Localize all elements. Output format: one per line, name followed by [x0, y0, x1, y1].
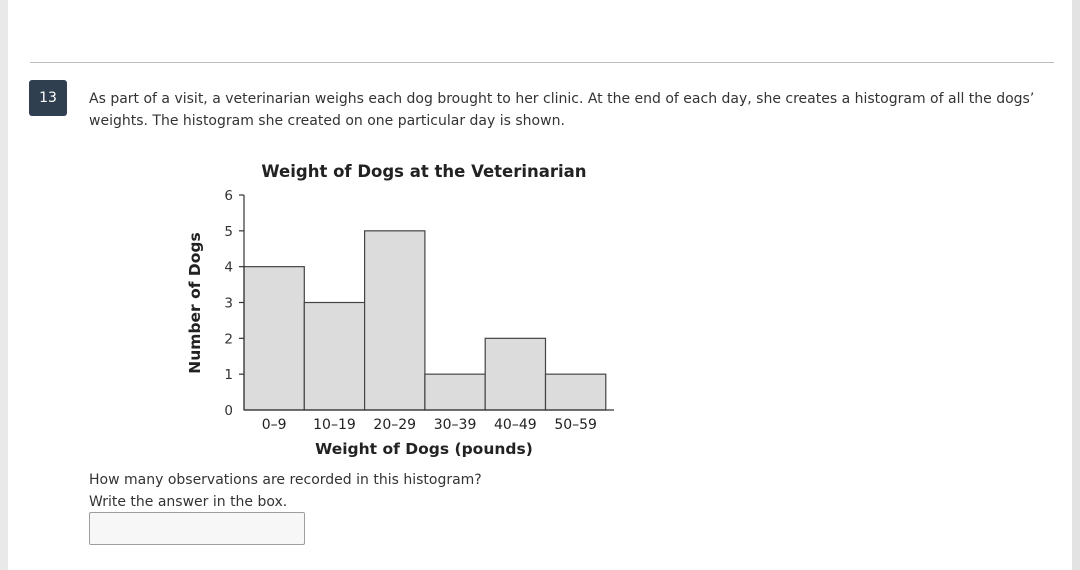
ask-text: How many observations are recorded in th…: [89, 472, 482, 488]
chart-title: Weight of Dogs at the Veterinarian: [261, 162, 586, 181]
histogram-bar: [424, 373, 486, 411]
x-tick-label: 30–39: [434, 417, 477, 433]
question-number-badge: 13: [29, 80, 67, 116]
instruction-text: Write the answer in the box.: [89, 494, 288, 510]
histogram-bar: [243, 266, 305, 411]
prompt-line-2: weights. The histogram she created on on…: [89, 113, 565, 129]
y-tick-label: 1: [224, 367, 233, 383]
histogram-bar: [303, 301, 366, 411]
y-axis-title: Number of Dogs: [186, 232, 204, 373]
y-tick-label: 3: [224, 296, 233, 312]
x-tick-label: 0–9: [262, 417, 287, 433]
y-tick-label: 4: [224, 260, 233, 276]
question-ask: How many observations are recorded in th…: [89, 469, 789, 513]
prompt-line-1: As part of a visit, a veterinarian weigh…: [89, 91, 1035, 107]
histogram-bar: [484, 337, 547, 411]
x-tick-label: 10–19: [313, 417, 356, 433]
histogram-svg: Weight of Dogs at the Veterinarian 0 1 2 3 4 5…: [186, 162, 614, 458]
histogram-bar: [364, 230, 426, 411]
histogram-bar: [544, 373, 607, 411]
y-tick-label: 5: [224, 224, 233, 240]
x-tick-label: 20–29: [373, 417, 416, 433]
page-edge: [1072, 0, 1080, 570]
y-tick-label: 6: [224, 188, 233, 204]
question-page: 13 As part of a visit, a veterinarian we…: [8, 0, 1072, 570]
x-tick-label: 40–49: [494, 417, 537, 433]
y-tick-label: 2: [224, 331, 233, 347]
question-prompt: As part of a visit, a veterinarian weigh…: [89, 88, 1049, 132]
x-tick-label: 50–59: [554, 417, 597, 433]
divider: [30, 62, 1054, 63]
answer-input[interactable]: [89, 512, 305, 545]
histogram-chart: Weight of Dogs at the Veterinarian 0 1 2 3 4 5…: [168, 155, 628, 465]
y-tick-label: 0: [224, 403, 233, 419]
x-axis-title: Weight of Dogs (pounds): [315, 440, 533, 458]
